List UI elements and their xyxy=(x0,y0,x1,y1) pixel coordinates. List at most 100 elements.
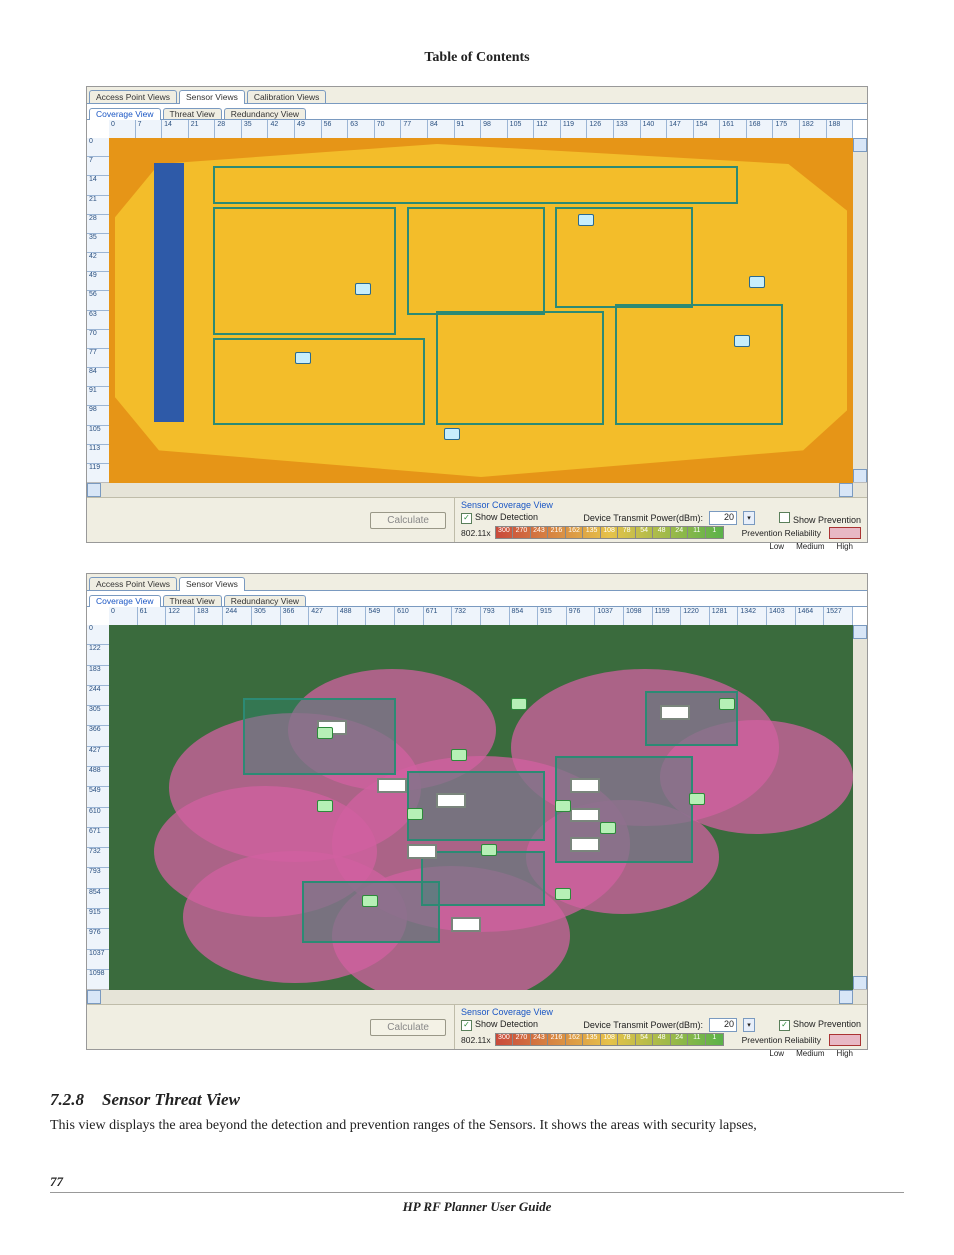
high-label: High xyxy=(837,542,853,551)
tab-access-point-views[interactable]: Access Point Views xyxy=(89,577,177,590)
sensor-icon[interactable] xyxy=(317,800,333,812)
room-outline xyxy=(615,304,783,425)
subtab-coverage-view[interactable]: Coverage View xyxy=(89,595,161,607)
subtab-redundancy-view[interactable]: Redundancy View xyxy=(224,595,306,606)
ruler-tick xyxy=(195,607,224,625)
gradient-segment: 300 xyxy=(496,527,514,538)
device-power-label: Device Transmit Power(dBm): xyxy=(583,1020,703,1030)
sensor-icon[interactable] xyxy=(295,352,311,364)
gradient-segment: 78 xyxy=(618,1034,636,1045)
marker-rect[interactable] xyxy=(570,778,600,793)
sensor-icon[interactable] xyxy=(481,844,497,856)
sensor-icon[interactable] xyxy=(555,800,571,812)
footer-controls: Calculate Sensor Coverage View Show Dete… xyxy=(87,497,867,542)
scrollbar-horizontal[interactable] xyxy=(87,989,867,1004)
gradient-segment: 1 xyxy=(706,1034,723,1045)
subtab-threat-view[interactable]: Threat View xyxy=(163,595,222,606)
calculate-button[interactable]: Calculate xyxy=(370,1019,446,1036)
tab-access-point-views[interactable]: Access Point Views xyxy=(89,90,177,103)
footer-rule xyxy=(50,1192,904,1193)
ruler-tick xyxy=(215,120,242,138)
lmh-labels: Low Medium High xyxy=(461,1049,861,1058)
gradient-segment: 270 xyxy=(513,1034,531,1045)
show-detection-label: Show Detection xyxy=(475,512,538,522)
sensor-icon[interactable] xyxy=(407,808,423,820)
device-power-input[interactable]: 20 xyxy=(709,511,737,525)
ruler-tick xyxy=(322,120,349,138)
sensor-icon[interactable] xyxy=(578,214,594,226)
section-title: Sensor Threat View xyxy=(102,1090,240,1109)
ruler-horizontal xyxy=(109,120,853,139)
ruler-tick: 854 xyxy=(87,889,109,909)
page-number: 77 xyxy=(50,1174,904,1190)
ruler-tick xyxy=(614,120,641,138)
marker-rect[interactable] xyxy=(660,705,690,720)
ruler-tick: 366 xyxy=(87,726,109,746)
gradient-segment: 162 xyxy=(566,1034,584,1045)
canvas-area: 0122183244305366427488549610671732793854… xyxy=(87,607,867,1004)
sensor-icon[interactable] xyxy=(355,283,371,295)
ruler-tick xyxy=(667,120,694,138)
tab-sensor-views[interactable]: Sensor Views xyxy=(179,90,245,104)
ruler-tick: 488 xyxy=(87,767,109,787)
document-footer: HP RF Planner User Guide xyxy=(50,1199,904,1215)
gradient-segment: 216 xyxy=(548,527,566,538)
gradient-segment: 1 xyxy=(706,527,723,538)
sensor-icon[interactable] xyxy=(362,895,378,907)
show-prevention-checkbox[interactable]: Show Prevention xyxy=(779,512,861,525)
gradient-segment: 54 xyxy=(636,527,654,538)
room-outline xyxy=(407,207,545,315)
gradient-segment: 135 xyxy=(583,527,601,538)
scrollbar-vertical[interactable] xyxy=(852,138,867,483)
section-heading: 7.2.8Sensor Threat View xyxy=(50,1090,904,1110)
gradient-segment: 270 xyxy=(513,527,531,538)
room-outline xyxy=(213,207,396,335)
tab-calibration-views[interactable]: Calibration Views xyxy=(247,90,327,103)
ruler-tick xyxy=(796,607,825,625)
floorplan-map[interactable] xyxy=(109,138,853,483)
calculate-button[interactable]: Calculate xyxy=(370,512,446,529)
sensor-icon[interactable] xyxy=(444,428,460,440)
subtab-threat-view[interactable]: Threat View xyxy=(163,108,222,119)
ruler-tick xyxy=(252,607,281,625)
toc-header: Table of Contents xyxy=(50,50,904,66)
marker-rect[interactable] xyxy=(436,793,466,808)
marker-rect[interactable] xyxy=(570,808,600,823)
panel-row-checkboxes: Show Detection Device Transmit Power(dBm… xyxy=(461,512,861,524)
ruler-tick: 915 xyxy=(87,909,109,929)
gradient-segment: 162 xyxy=(566,527,584,538)
marker-rect[interactable] xyxy=(451,917,481,932)
sensor-icon[interactable] xyxy=(555,888,571,900)
ruler-tick: 427 xyxy=(87,747,109,767)
sensor-icon[interactable] xyxy=(600,822,616,834)
sensor-icon[interactable] xyxy=(511,698,527,710)
screenshot-sensor-coverage-1: Access Point ViewsSensor ViewsCalibratio… xyxy=(86,86,868,543)
ruler-tick xyxy=(138,607,167,625)
sensor-icon[interactable] xyxy=(451,749,467,761)
scrollbar-vertical[interactable] xyxy=(852,625,867,990)
marker-rect[interactable] xyxy=(407,844,437,859)
sensor-icon[interactable] xyxy=(734,335,750,347)
show-prevention-checkbox[interactable]: Show Prevention xyxy=(779,1019,861,1031)
power-spinner[interactable]: ▾ xyxy=(743,511,755,525)
show-detection-checkbox[interactable]: Show Detection xyxy=(461,512,538,524)
subtab-coverage-view[interactable]: Coverage View xyxy=(89,108,161,120)
ruler-tick xyxy=(338,607,367,625)
scrollbar-horizontal[interactable] xyxy=(87,482,867,497)
marker-rect[interactable] xyxy=(570,837,600,852)
power-spinner[interactable]: ▾ xyxy=(743,1018,755,1032)
protocol-label: 802.11x xyxy=(461,1035,491,1045)
sensor-icon[interactable] xyxy=(317,727,333,739)
panel-row-gradient: 802.11x 30027024321616213510878544824111… xyxy=(461,1033,861,1046)
device-power-input[interactable]: 20 xyxy=(709,1018,737,1032)
ruler-tick xyxy=(395,607,424,625)
sensor-icon[interactable] xyxy=(719,698,735,710)
subtab-redundancy-view[interactable]: Redundancy View xyxy=(224,108,306,119)
ruler-tick xyxy=(720,120,747,138)
site-map[interactable] xyxy=(109,625,853,990)
show-detection-checkbox[interactable]: Show Detection xyxy=(461,1019,538,1031)
sensor-icon[interactable] xyxy=(749,276,765,288)
sensor-icon[interactable] xyxy=(689,793,705,805)
marker-rect[interactable] xyxy=(377,778,407,793)
tab-sensor-views[interactable]: Sensor Views xyxy=(179,577,245,591)
